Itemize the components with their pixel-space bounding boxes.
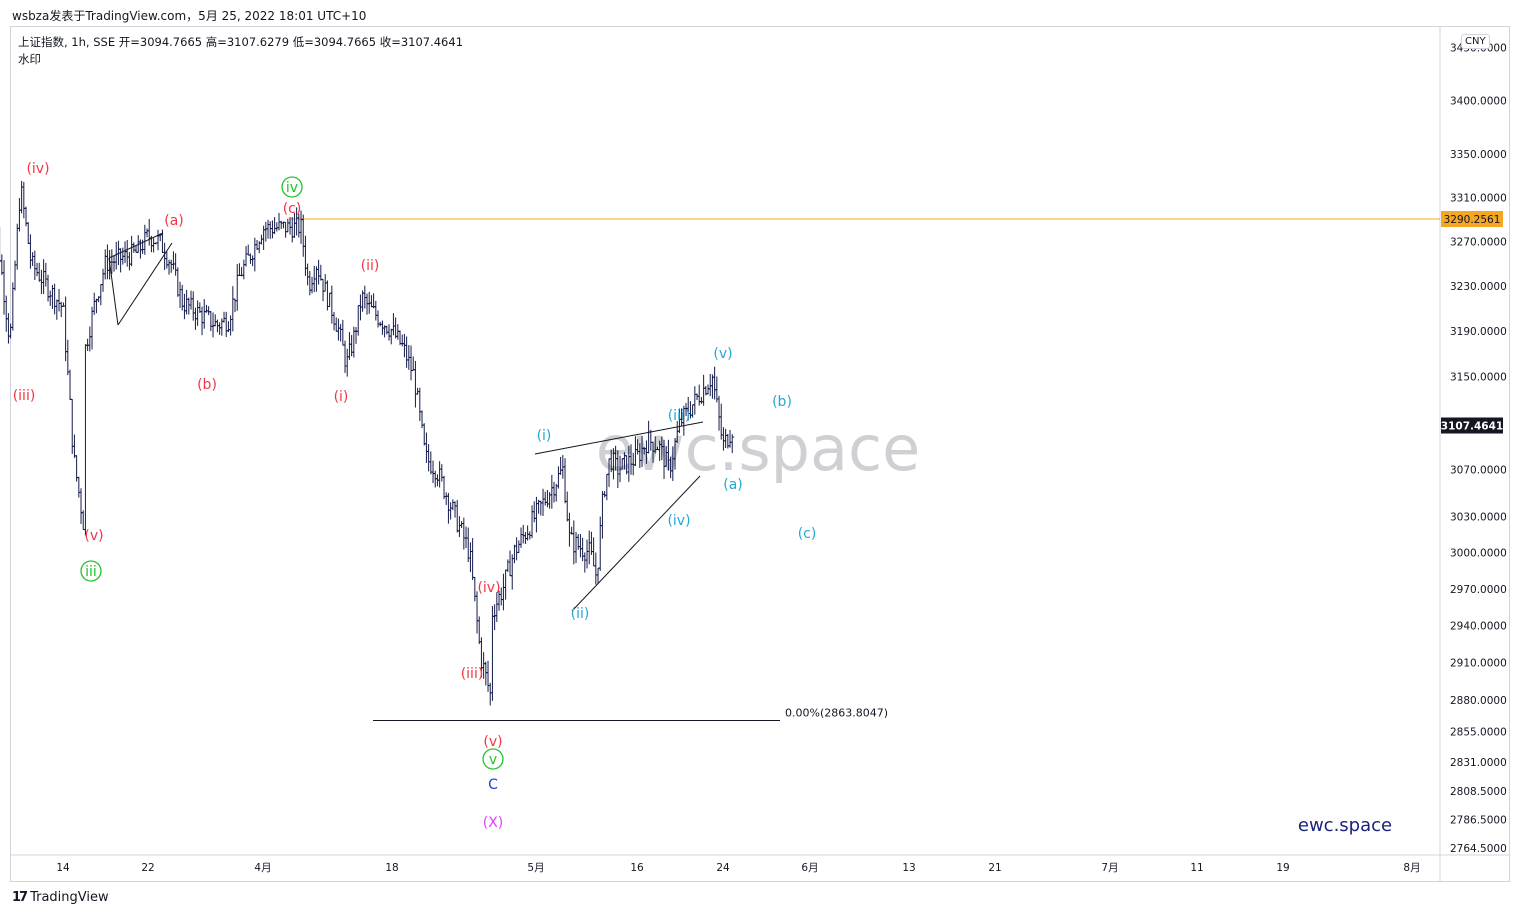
level-price-tag-text: 3290.2561 [1444,214,1501,226]
tradingview-footer[interactable]: 17 TradingView [12,890,109,905]
y-tick-label: 3400.0000 [1450,95,1507,107]
y-tick-label: 2940.0000 [1450,621,1507,633]
wave-label: (iii) [668,408,691,424]
y-tick-label: 2855.0000 [1450,727,1507,739]
wave-label: iii [85,564,97,580]
publish-byline: wsbza发表于TradingView.com，5月 25, 2022 18:0… [12,9,367,23]
watermark-legend-label: 水印 [18,52,41,66]
watermark-text: ewc.space [596,412,921,485]
x-tick-label: 4月 [254,862,271,874]
wave-label: (v) [713,346,732,362]
wave-label: v [489,752,497,768]
y-tick-label: 3190.0000 [1450,326,1507,338]
x-tick-label: 19 [1276,862,1289,874]
triangle-left-line [108,257,119,326]
fib-level-label: 0.00%(2863.8047) [785,707,888,720]
wave-label: (i) [334,389,349,405]
x-tick-label: 18 [385,862,398,874]
wave-label: (b) [197,377,217,393]
y-tick-label: 2970.0000 [1450,584,1507,596]
wave-label: (b) [772,394,792,410]
wave-label: C [488,777,498,793]
symbol-ohlc-legend: 上证指数, 1h, SSE 开=3094.7665 高=3107.6279 低=… [18,35,464,49]
wave-label: (iv) [26,161,49,177]
y-tick-label: 2764.5000 [1450,843,1507,855]
x-tick-label: 22 [141,862,154,874]
y-tick-label: 3310.0000 [1450,192,1507,204]
y-tick-label: 2808.5000 [1450,786,1507,798]
wedge-lower-line [571,475,701,612]
y-tick-label: 3270.0000 [1450,236,1507,248]
wave-label: (X) [483,815,504,831]
wave-label: (c) [283,201,302,217]
wave-label: (iii) [461,666,484,682]
tradingview-brand-text: TradingView [30,890,109,905]
currency-badge[interactable]: CNY [1461,34,1490,49]
wave-label-circle [482,748,504,770]
x-tick-label: 5月 [527,862,544,874]
wave-label: (ii) [571,606,590,622]
y-tick-label: 3070.0000 [1450,464,1507,476]
wave-label: (iv) [667,513,690,529]
triangle-upper-line [108,232,164,259]
x-tick-label: 7月 [1101,862,1118,874]
x-tick-label: 6月 [801,862,818,874]
tradingview-logo-icon: 17 [12,890,28,905]
chart-frame [10,26,1510,882]
x-tick-label: 16 [630,862,644,874]
wave-label: iv [286,180,298,196]
y-tick-label: 3030.0000 [1450,512,1507,524]
triangle-lower-line [117,242,173,326]
x-tick-label: 11 [1190,862,1203,874]
y-tick-label: 2831.0000 [1450,757,1507,769]
x-tick-label: 13 [902,862,915,874]
wedge-upper-line [534,421,704,455]
x-tick-label: 21 [988,862,1001,874]
y-tick-label: 3350.0000 [1450,149,1507,161]
x-tick-label: 24 [716,862,730,874]
y-tick-label: 2910.0000 [1450,658,1507,670]
wave-label: (a) [164,213,184,229]
wave-label-circle [281,176,303,198]
last-price-tag [1441,417,1503,434]
y-tick-label: 2880.0000 [1450,695,1507,707]
brand-label: ewc.space [1298,815,1392,836]
wave-label: (iv) [477,580,500,596]
wave-label: (a) [723,477,743,493]
wave-label: (v) [483,734,502,750]
wave-label: (iii) [13,388,36,404]
wave-label: (i) [537,428,552,444]
last-price-tag-text: 3107.4641 [1441,421,1503,433]
wave-label: (c) [798,526,817,542]
wave-label: (v) [84,528,103,544]
y-tick-label: 2786.5000 [1450,814,1507,826]
y-tick-label: 3230.0000 [1450,281,1507,293]
level-price-tag [1441,211,1503,228]
wave-label: (ii) [361,258,380,274]
x-tick-label: 14 [56,862,70,874]
y-tick-label: 3150.0000 [1450,371,1507,383]
x-tick-label: 8月 [1403,862,1420,874]
wave-label-circle [80,560,102,582]
y-tick-label: 3000.0000 [1450,548,1507,560]
